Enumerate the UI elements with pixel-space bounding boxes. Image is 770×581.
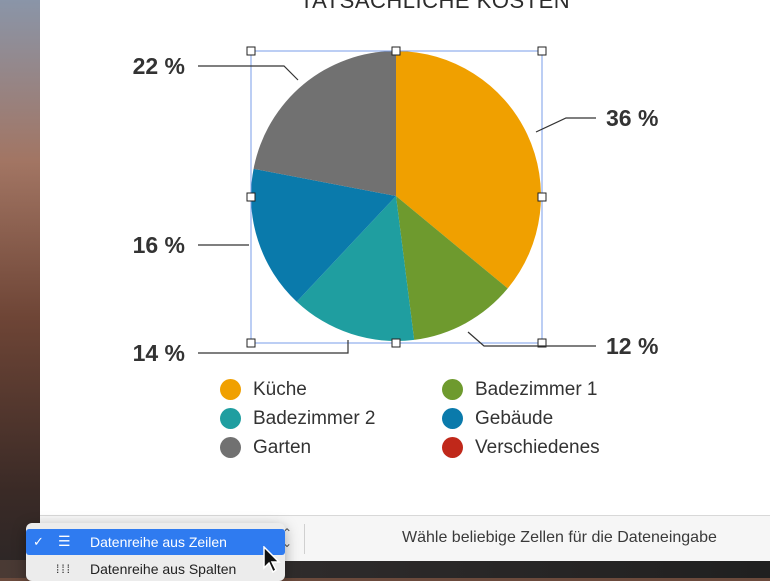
columns-icon: ⁞⁞⁞ <box>56 562 73 576</box>
legend-swatch <box>220 379 241 400</box>
legend-label: Verschiedenes <box>475 436 600 458</box>
legend-item: Küche <box>220 378 442 401</box>
resize-handle[interactable] <box>391 46 401 56</box>
leader-line <box>535 117 596 133</box>
leader-line <box>198 65 299 81</box>
legend-label: Gebäude <box>475 407 554 429</box>
resize-handle[interactable] <box>391 338 401 348</box>
legend-item: Garten <box>220 436 442 459</box>
menu-item-label: Datenreihe aus Spalten <box>90 561 237 577</box>
legend-label: Garten <box>253 436 312 458</box>
menu-item-series-from-rows[interactable]: ✓ ☰ Datenreihe aus Zeilen <box>26 529 285 555</box>
resize-handle[interactable] <box>246 338 256 348</box>
data-label-4: 22 % <box>133 53 185 79</box>
legend-swatch <box>220 408 241 429</box>
legend-swatch <box>442 408 463 429</box>
pie-slice-3[interactable] <box>251 168 396 302</box>
data-label-0: 36 % <box>606 105 658 131</box>
leader-line <box>467 331 596 347</box>
chart-title: TATSÄCHLICHE KOSTEN <box>299 0 571 13</box>
resize-handle[interactable] <box>537 338 547 348</box>
resize-handle[interactable] <box>537 192 547 202</box>
menu-item-series-from-columns[interactable]: ⁞⁞⁞ Datenreihe aus Spalten <box>26 556 285 581</box>
chart-legend: Küche Badezimmer 1 Badezimmer 2 Gebäude Gart… <box>220 378 660 459</box>
legend-item: Badezimmer 2 <box>220 407 442 430</box>
rows-icon: ☰ <box>58 533 71 549</box>
resize-handle[interactable] <box>537 46 547 56</box>
pie-slice-0[interactable] <box>396 51 541 289</box>
legend-item: Badezimmer 1 <box>442 378 662 401</box>
data-entry-hint: Wähle beliebige Zellen für die Dateneing… <box>402 529 717 546</box>
legend-swatch <box>442 379 463 400</box>
legend-label: Badezimmer 2 <box>253 407 376 429</box>
legend-swatch <box>442 437 463 458</box>
legend-item: Verschiedenes <box>442 436 662 459</box>
series-dropdown-menu: ✓ ☰ Datenreihe aus Zeilen ⁞⁞⁞ Datenreihe… <box>26 523 285 581</box>
data-label-3: 16 % <box>133 232 185 258</box>
mouse-pointer-icon <box>263 546 281 574</box>
leader-line <box>198 340 349 354</box>
toolbar-divider <box>304 524 305 554</box>
pie-slice-1[interactable] <box>396 196 508 340</box>
resize-handle[interactable] <box>246 46 256 56</box>
legend-item: Gebäude <box>442 407 662 430</box>
legend-label: Badezimmer 1 <box>475 378 598 400</box>
data-label-1: 12 % <box>606 333 658 359</box>
data-label-2: 14 % <box>133 340 185 366</box>
stepper-icon[interactable]: ⌃ ⌄ <box>281 526 293 550</box>
legend-swatch <box>220 437 241 458</box>
checkmark-icon: ✓ <box>33 534 44 549</box>
resize-handle[interactable] <box>246 192 256 202</box>
legend-label: Küche <box>253 378 307 400</box>
menu-item-label: Datenreihe aus Zeilen <box>90 534 227 550</box>
pie-slice-2[interactable] <box>296 196 415 342</box>
pie-slice-4[interactable] <box>253 51 396 196</box>
